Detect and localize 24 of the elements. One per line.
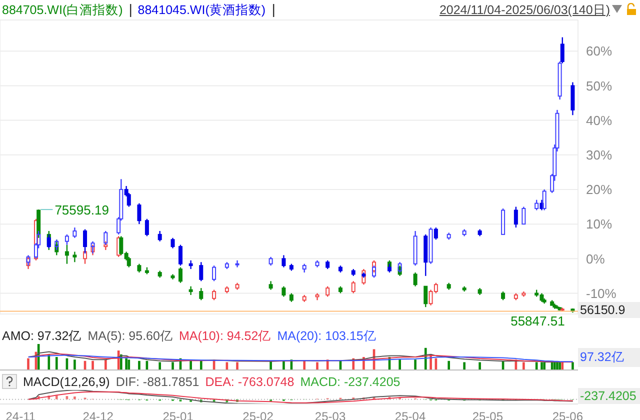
y-tick-label: 20% <box>586 182 612 198</box>
y-tick-label: 50% <box>586 78 612 94</box>
chart-subtitle: 2024/11/04-2025/06/03(140日) <box>439 2 610 19</box>
annotation: 75595.19 <box>54 202 109 218</box>
series-label: DIF: -881.7851 <box>116 374 200 388</box>
y-tick-label: 30% <box>586 148 612 163</box>
text: 884705.WI(白酒指数) <box>2 2 123 19</box>
text: 56150.9 <box>578 302 640 318</box>
annotation: 55847.51 <box>510 314 565 329</box>
y-tick-label: 10% <box>586 216 612 232</box>
text: -237.4205 <box>578 388 640 404</box>
y-tick-label: 0% <box>586 251 606 266</box>
series-label: MACD: -237.4205 <box>300 374 400 388</box>
series-label: MA(10): 94.52亿 <box>178 328 272 345</box>
y-tick-label: 40% <box>586 112 612 128</box>
text: 8841045.WI(黄酒指数) <box>138 2 266 19</box>
chart-title: MACD(12,26,9) <box>23 374 110 388</box>
y-tick-label: -10% <box>586 286 617 301</box>
y-tick-label: 60% <box>586 44 612 59</box>
series-label: MA(20): 103.15亿 <box>277 328 376 345</box>
series-label: DEA: -763.0748 <box>205 374 294 388</box>
series-label: MA(5): 95.60亿 <box>88 328 173 345</box>
text: 97.32亿 <box>578 348 640 367</box>
series-label: AMO: 97.32亿 <box>2 328 82 345</box>
